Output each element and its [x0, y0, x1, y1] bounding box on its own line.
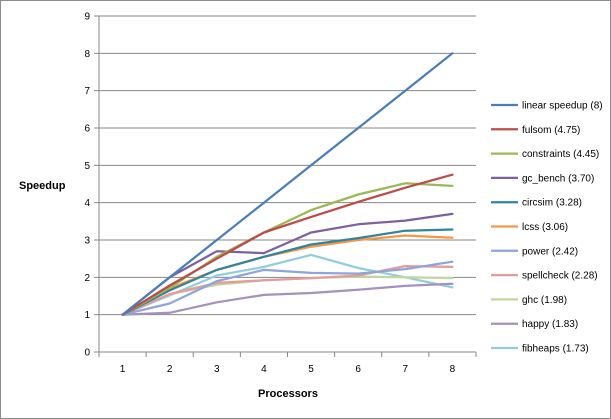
legend-label: spellcheck (2.28) [522, 271, 598, 282]
legend-label: fulsom (4.75) [522, 125, 580, 136]
y-tick-label: 5 [84, 161, 90, 172]
legend: linear speedup (8) fulsom (4.75) constrain… [491, 101, 603, 355]
series-lines [121, 52, 454, 316]
legend-label: happy (1.83) [522, 319, 578, 330]
series-line-constraints [121, 182, 454, 316]
x-tick-label: 7 [403, 364, 409, 375]
x-tick-label: 3 [214, 364, 220, 375]
x-tick-label: 4 [261, 364, 267, 375]
legend-label: ghc (1.98) [522, 295, 567, 306]
x-tick-label: 6 [355, 364, 361, 375]
y-tick-label: 7 [84, 86, 90, 97]
legend-label: power (2.42) [522, 246, 578, 257]
legend-label: lcss (3.06) [522, 222, 568, 233]
y-tick-label: 3 [84, 236, 90, 247]
series-line-ghc [121, 275, 454, 316]
series-line-linear [121, 52, 454, 316]
axes: 0 1 2 3 4 5 6 7 8 9 1 2 3 4 5 6 7 8 [84, 12, 477, 375]
y-tick-label: 8 [84, 49, 90, 60]
series-line-fulsom [121, 173, 454, 316]
x-tick-label: 5 [308, 364, 314, 375]
series-line-happy [121, 282, 454, 316]
legend-label: linear speedup (8) [522, 101, 603, 112]
x-axis-title: Processors [258, 388, 318, 400]
series-line-circsim [121, 228, 454, 316]
series-line-gc_bench [121, 212, 454, 316]
y-tick-label: 0 [84, 348, 90, 359]
legend-label: gc_bench (3.70) [522, 173, 594, 184]
legend-label: circsim (3.28) [522, 198, 582, 209]
series-line-power [121, 260, 454, 316]
x-tick-label: 1 [120, 364, 126, 375]
y-tick-label: 6 [84, 124, 90, 135]
y-tick-label: 9 [84, 12, 90, 23]
y-tick-label: 4 [84, 198, 90, 209]
legend-label: constraints (4.45) [522, 149, 599, 160]
legend-label: fibheaps (1.73) [522, 344, 589, 355]
x-tick-label: 2 [167, 364, 173, 375]
series-line-spellcheck [121, 264, 454, 316]
y-axis-title: Speedup [19, 180, 66, 192]
x-tick-label: 8 [450, 364, 456, 375]
y-tick-label: 1 [84, 310, 90, 321]
gridlines [99, 15, 476, 316]
y-tick-label: 2 [84, 273, 90, 284]
